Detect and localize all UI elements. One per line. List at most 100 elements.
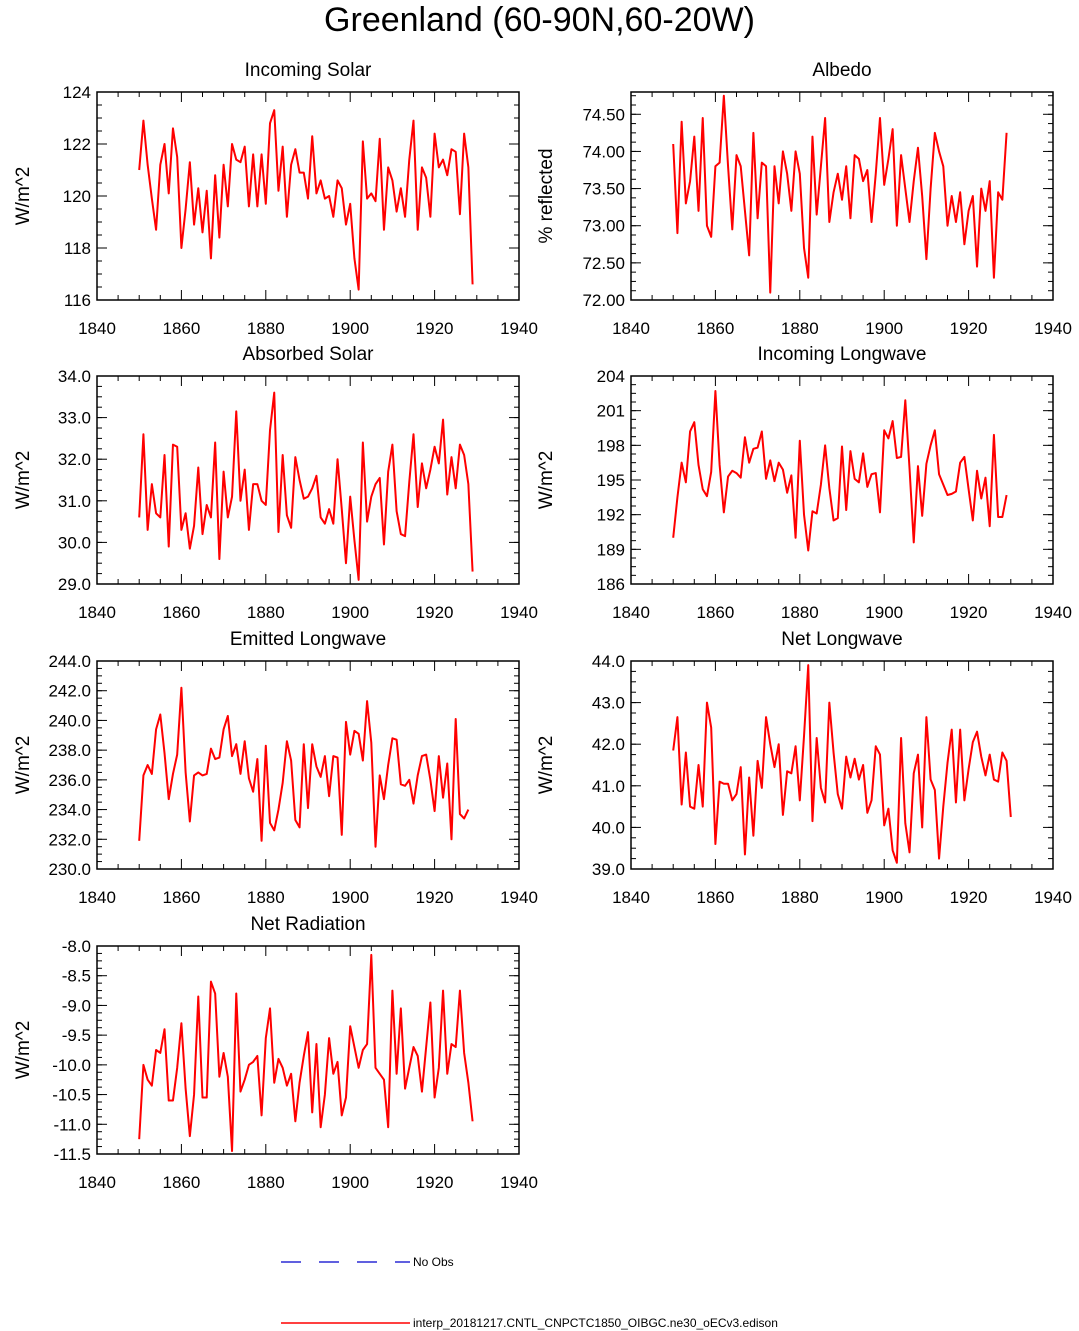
x-tick-label: 1880	[247, 1173, 285, 1192]
x-tick-label: 1900	[331, 319, 369, 338]
y-tick-label: -11.0	[54, 1115, 92, 1134]
y-tick-label: 31.0	[58, 492, 91, 511]
y-axis-label: W/m^2	[536, 451, 557, 510]
y-axis-label: W/m^2	[536, 736, 557, 795]
y-tick-label: -8.5	[62, 967, 91, 986]
y-tick-label: 72.50	[582, 254, 625, 273]
y-tick-label: 242.0	[48, 682, 91, 701]
x-tick-label: 1940	[500, 319, 538, 338]
x-tick-label: 1920	[416, 319, 454, 338]
y-tick-label: 74.50	[582, 105, 625, 124]
chart-net-radiation: 1840 1860 1880 1900 1920 1940 -11.5 -11.0 -10.5 -…	[13, 914, 538, 1192]
series-line-net-longwave	[672, 664, 1012, 864]
x-tick-label: 1860	[162, 888, 200, 907]
plot-frame	[96, 660, 520, 870]
y-tick-label: 44.0	[592, 652, 625, 671]
series-line-incoming-solar	[138, 109, 474, 291]
y-tick-label: 195	[597, 471, 625, 490]
y-tick-label: 124	[63, 83, 91, 102]
x-tick-label: 1940	[500, 1173, 538, 1192]
subplot-title-absorbed-solar: Absorbed Solar	[243, 344, 375, 365]
y-tick-label: 116	[64, 291, 91, 310]
y-tick-label: -9.0	[62, 996, 91, 1015]
y-tick-label: 244.0	[48, 652, 91, 671]
y-tick-label: 118	[64, 239, 91, 258]
y-axis-label: W/m^2	[13, 1021, 34, 1080]
series-line-emitted-longwave	[138, 686, 470, 848]
y-tick-label: 34.0	[58, 367, 91, 386]
x-tick-label: 1840	[612, 603, 650, 622]
y-tick-label: -10.0	[52, 1056, 91, 1075]
y-tick-label: 120	[63, 187, 91, 206]
y-axis-label: W/m^2	[13, 736, 34, 795]
x-tick-label: 1860	[162, 603, 200, 622]
y-tick-label: 122	[63, 135, 91, 154]
x-tick-label: 1860	[162, 1173, 200, 1192]
x-tick-label: 1880	[247, 603, 285, 622]
y-axis-label: W/m^2	[13, 167, 34, 226]
y-tick-label: 32.0	[58, 450, 91, 469]
x-tick-label: 1920	[950, 603, 988, 622]
subplot-title-albedo: Albedo	[812, 60, 871, 81]
y-tick-label: -9.5	[62, 1026, 91, 1045]
x-tick-label: 1860	[162, 319, 200, 338]
y-tick-label: 234.0	[48, 801, 91, 820]
chart-albedo: 1840 1860 1880 1900 1920 1940 72.00 72.50 73.00 7…	[536, 60, 1072, 338]
x-tick-label: 1940	[500, 888, 538, 907]
y-tick-label: 236.0	[48, 771, 91, 790]
x-tick-label: 1920	[416, 603, 454, 622]
y-tick-label: 33.0	[58, 409, 91, 428]
subplot-title-emitted-longwave: Emitted Longwave	[230, 629, 386, 650]
y-tick-label: 232.0	[48, 830, 91, 849]
legend-obs-label: No Obs	[413, 1255, 454, 1269]
y-axis-label: W/m^2	[13, 451, 34, 510]
plot-frame	[630, 375, 1054, 585]
y-tick-label: 240.0	[48, 711, 91, 730]
x-tick-label: 1900	[331, 1173, 369, 1192]
subplot-title-net-radiation: Net Radiation	[250, 914, 365, 935]
y-axis-label: % reflected	[536, 148, 557, 243]
x-tick-label: 1840	[78, 603, 116, 622]
chart-incoming-longwave: 1840 1860 1880 1900 1920 1940 186 189 192 195 198 2…	[536, 344, 1072, 622]
subplot-title-net-longwave: Net Longwave	[781, 629, 902, 650]
chart-absorbed-solar: 1840 1860 1880 1900 1920 1940 29.0 30.0 31.0 32.0…	[13, 344, 538, 622]
y-tick-label: 30.0	[58, 533, 91, 552]
x-tick-label: 1880	[781, 888, 819, 907]
y-tick-label: 201	[597, 402, 625, 421]
subplot-title-incoming-solar: Incoming Solar	[245, 60, 372, 81]
x-tick-label: 1840	[78, 888, 116, 907]
x-tick-label: 1880	[781, 319, 819, 338]
y-tick-label: 189	[597, 540, 625, 559]
x-tick-label: 1920	[950, 888, 988, 907]
y-tick-label: 186	[597, 575, 625, 594]
series-line-albedo	[672, 94, 1008, 294]
legend-model-label: interp_20181217.CNTL_CNPCTC1850_OIBGC.ne…	[413, 1316, 778, 1330]
x-tick-label: 1900	[865, 319, 903, 338]
x-tick-label: 1900	[865, 603, 903, 622]
series-line-net-radiation	[138, 953, 474, 1153]
y-tick-label: 238.0	[48, 741, 91, 760]
y-tick-label: 230.0	[48, 860, 91, 879]
x-tick-label: 1920	[416, 1173, 454, 1192]
y-tick-label: 192	[597, 506, 625, 525]
x-tick-label: 1860	[696, 603, 734, 622]
x-tick-label: 1880	[247, 888, 285, 907]
subplot-title-incoming-longwave: Incoming Longwave	[758, 344, 927, 365]
y-tick-label: 39.0	[592, 860, 625, 879]
x-tick-label: 1840	[612, 888, 650, 907]
y-tick-label: 73.50	[582, 180, 625, 199]
x-tick-label: 1920	[950, 319, 988, 338]
y-tick-label: 198	[597, 436, 625, 455]
y-tick-label: -11.5	[54, 1145, 92, 1164]
x-tick-label: 1880	[247, 319, 285, 338]
y-tick-label: 41.0	[592, 777, 625, 796]
x-tick-label: 1940	[1034, 319, 1072, 338]
y-tick-label: 204	[597, 367, 625, 386]
y-tick-label: 42.0	[592, 735, 625, 754]
x-tick-label: 1860	[696, 319, 734, 338]
y-tick-label: 43.0	[592, 694, 625, 713]
x-tick-label: 1900	[331, 603, 369, 622]
x-tick-label: 1900	[331, 888, 369, 907]
y-tick-label: 72.00	[582, 291, 625, 310]
